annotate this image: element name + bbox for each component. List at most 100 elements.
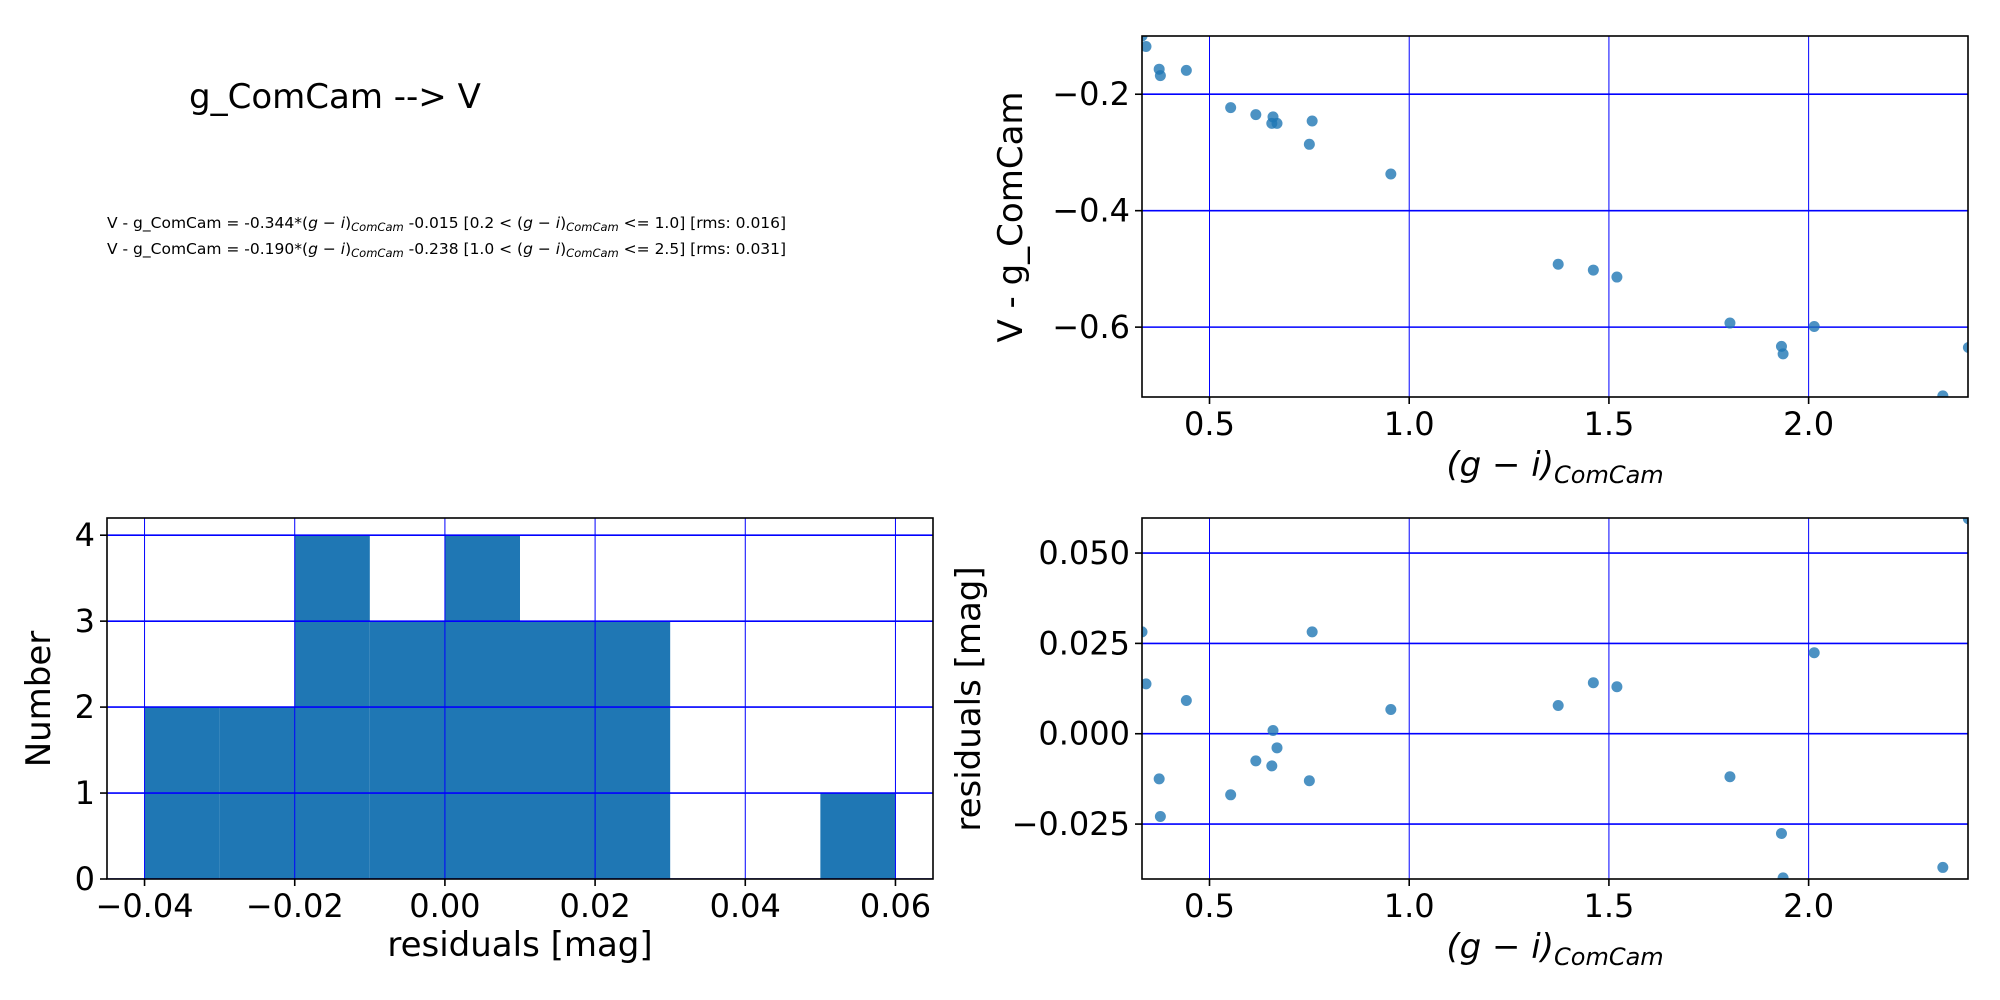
- equation-text: ): [345, 240, 351, 258]
- data-point: [1142, 40, 1152, 52]
- x-tick-label: 0.04: [710, 887, 781, 925]
- data-point: [1266, 760, 1278, 772]
- equation-text: <= 2.5] [rms: 0.031]: [619, 240, 786, 258]
- data-point: [1154, 810, 1166, 822]
- data-point: [1937, 390, 1949, 397]
- equation-color-term: g − i: [308, 214, 346, 232]
- y-tick-label: −0.6: [1052, 308, 1130, 346]
- y-tick-label: 2: [75, 688, 95, 726]
- x-axis-label: (g − i)ComCam: [1446, 927, 1663, 971]
- data-point: [1271, 117, 1283, 129]
- x-tick-label: 2.0: [1783, 405, 1834, 443]
- data-point: [1552, 258, 1564, 270]
- equation-subscript: ComCam: [351, 246, 404, 260]
- equation-text: V - g_ComCam = -0.190*(: [107, 240, 308, 259]
- equation-subscript: ComCam: [566, 246, 619, 260]
- y-tick-label: −0.2: [1052, 75, 1130, 113]
- x-tick-label: 1.0: [1384, 405, 1435, 443]
- equation-color-term: g − i: [523, 214, 561, 232]
- axes-frame: [106, 517, 934, 880]
- residual-histogram-axes: −0.04 −0.02 0.00 0.02 0.04 0.06 0 1 2 3 4 residuals…: [19, 516, 934, 965]
- axes-frame: [1141, 517, 1969, 880]
- x-tick-label: −0.04: [96, 887, 194, 925]
- data-point: [1142, 36, 1148, 42]
- data-point: [1303, 138, 1315, 150]
- data-point: [1808, 321, 1820, 333]
- plot-area: [1142, 36, 1968, 397]
- data-point: [1775, 827, 1787, 839]
- data-point: [1777, 348, 1789, 360]
- data-point: [1587, 677, 1599, 689]
- data-point: [1552, 700, 1564, 712]
- data-point: [1962, 518, 1968, 525]
- equation-color-term: g − i: [523, 240, 561, 258]
- data-point: [1180, 64, 1192, 76]
- fit-equations: V - g_ComCam = -0.344*(g − i)ComCam -0.0…: [107, 214, 786, 260]
- data-point: [1777, 872, 1789, 879]
- equation-text: -0.238 [1.0 < (: [404, 240, 523, 258]
- data-point: [1611, 681, 1623, 693]
- data-point: [1306, 115, 1318, 127]
- data-point: [1303, 775, 1315, 787]
- residual-scatter-axes: 0.5 1.0 1.5 2.0 0.050 0.025 0.000 −0.025 (g − i)…: [949, 517, 1969, 971]
- data-point: [1225, 102, 1237, 114]
- y-tick-label: 0.000: [1038, 715, 1130, 753]
- x-tick-label: 2.0: [1783, 887, 1834, 925]
- y-axis-label: residuals [mag]: [949, 566, 989, 831]
- x-axis-label-main: (g − i): [1446, 445, 1554, 485]
- y-tick-label: 0.025: [1038, 624, 1130, 662]
- equation-text: <= 1.0] [rms: 0.016]: [619, 214, 786, 232]
- x-tick-label: 1.5: [1583, 887, 1634, 925]
- x-axis-label-main: (g − i): [1446, 927, 1554, 967]
- plot-area: [107, 518, 933, 879]
- figure-title: g_ComCam --> V: [189, 77, 481, 117]
- data-point: [1180, 694, 1192, 706]
- x-tick-label: 0.06: [860, 887, 931, 925]
- equation-line: V - g_ComCam = -0.344*(g − i)ComCam -0.0…: [107, 214, 786, 234]
- y-axis-label: Number: [19, 631, 59, 768]
- x-tick-label: 0.5: [1184, 405, 1235, 443]
- y-tick-label: 0.050: [1038, 534, 1130, 572]
- y-tick-label: 3: [75, 602, 95, 640]
- equation-text: ): [345, 214, 351, 232]
- x-axis-label: residuals [mag]: [387, 925, 652, 965]
- data-point: [1611, 271, 1623, 283]
- data-point: [1937, 861, 1949, 873]
- y-tick-label: 4: [75, 516, 95, 554]
- equation-text: -0.015 [0.2 < (: [404, 214, 523, 232]
- data-point: [1267, 724, 1279, 736]
- data-point: [1962, 342, 1968, 353]
- plot-area: [1142, 518, 1968, 879]
- data-point: [1250, 109, 1262, 121]
- y-tick-label: −0.025: [1012, 805, 1130, 843]
- y-tick-label: 1: [75, 774, 95, 812]
- y-tick-label: 0: [75, 860, 95, 898]
- data-point: [1250, 755, 1262, 767]
- data-point: [1271, 742, 1283, 754]
- x-tick-label: 1.5: [1583, 405, 1634, 443]
- histogram-bar: [820, 793, 896, 879]
- y-axis-label: V - g_ComCam: [991, 91, 1031, 342]
- x-axis-label-subscript: ComCam: [1554, 943, 1664, 971]
- axes-frame: [1141, 35, 1969, 398]
- x-tick-label: −0.02: [246, 887, 344, 925]
- data-point: [1153, 773, 1165, 785]
- data-point: [1587, 264, 1599, 276]
- data-point: [1306, 626, 1318, 638]
- data-point: [1724, 317, 1736, 329]
- y-tick-label: −0.4: [1052, 192, 1130, 230]
- histogram-bar: [369, 621, 445, 879]
- equation-color-term: g − i: [308, 240, 346, 258]
- equation-subscript: ComCam: [566, 220, 619, 234]
- x-axis-label-subscript: ComCam: [1554, 461, 1664, 489]
- equation-subscript: ComCam: [351, 220, 404, 234]
- data-point: [1385, 168, 1397, 180]
- x-tick-label: 0.02: [559, 887, 630, 925]
- data-point: [1225, 789, 1237, 801]
- x-axis-label: (g − i)ComCam: [1446, 445, 1663, 489]
- data-point: [1142, 626, 1148, 638]
- fit-scatter-axes: 0.5 1.0 1.5 2.0 −0.2 −0.4 −0.6 (g − i)ComCam V -…: [991, 35, 1969, 489]
- data-point: [1808, 647, 1820, 659]
- equation-text: ): [560, 240, 566, 258]
